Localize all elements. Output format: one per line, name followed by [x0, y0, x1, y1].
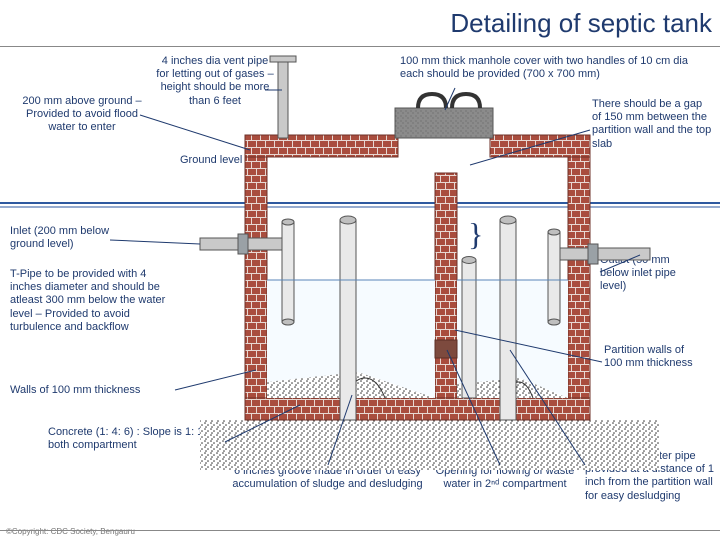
- septic-tank-diagram: [0, 50, 720, 520]
- divider-bottom: [0, 530, 720, 531]
- divider-top: [0, 46, 720, 47]
- copyright: ©Copyright: CDC Society, Bengauru: [6, 527, 135, 536]
- page-title: Detailing of septic tank: [450, 8, 712, 39]
